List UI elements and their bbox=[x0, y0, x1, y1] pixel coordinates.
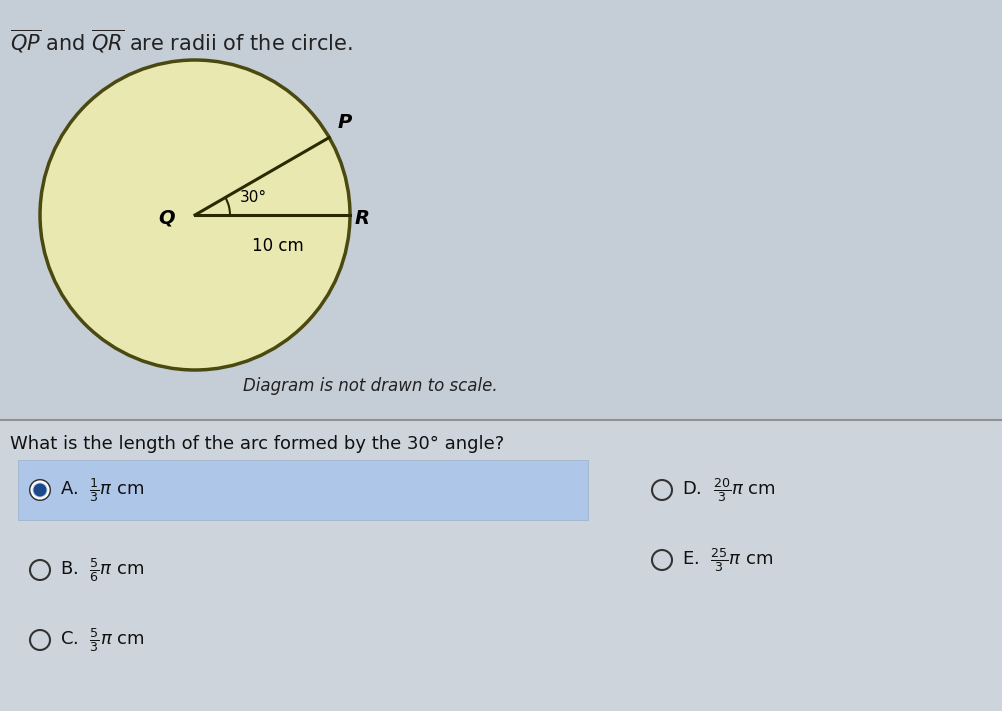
Text: D.  $\frac{20}{3}\pi$ cm: D. $\frac{20}{3}\pi$ cm bbox=[681, 476, 775, 504]
Text: 10 cm: 10 cm bbox=[252, 237, 303, 255]
Text: P: P bbox=[337, 114, 351, 132]
Text: What is the length of the arc formed by the 30° angle?: What is the length of the arc formed by … bbox=[10, 435, 504, 453]
Circle shape bbox=[40, 60, 350, 370]
Bar bbox=[0, 0, 1002, 420]
Text: A.  $\frac{1}{3}\pi$ cm: A. $\frac{1}{3}\pi$ cm bbox=[60, 476, 144, 504]
Circle shape bbox=[33, 483, 46, 496]
Text: R: R bbox=[355, 208, 370, 228]
Text: B.  $\frac{5}{6}\pi$ cm: B. $\frac{5}{6}\pi$ cm bbox=[60, 556, 144, 584]
Bar bbox=[0, 420, 1002, 711]
Text: Q: Q bbox=[158, 208, 174, 228]
Text: 30°: 30° bbox=[239, 190, 267, 205]
Text: E.  $\frac{25}{3}\pi$ cm: E. $\frac{25}{3}\pi$ cm bbox=[681, 546, 773, 574]
Text: C.  $\frac{5}{3}\pi$ cm: C. $\frac{5}{3}\pi$ cm bbox=[60, 626, 144, 654]
Text: Diagram is not drawn to scale.: Diagram is not drawn to scale. bbox=[242, 377, 497, 395]
Bar bbox=[18, 460, 587, 520]
Text: $\overline{QP}$ and $\overline{QR}$ are radii of the circle.: $\overline{QP}$ and $\overline{QR}$ are … bbox=[10, 28, 353, 55]
